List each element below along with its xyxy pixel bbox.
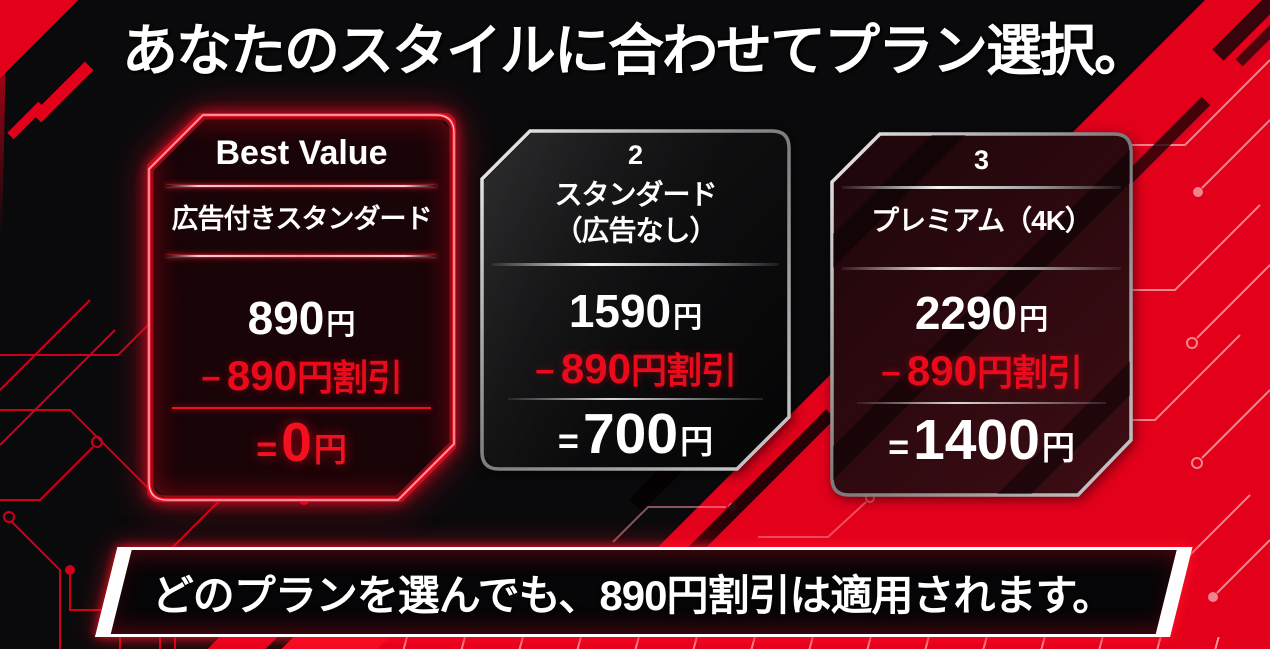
equals-sign: = bbox=[888, 426, 910, 467]
result-line: = 700 円 bbox=[558, 404, 713, 464]
base-price: 890 円 bbox=[248, 291, 356, 345]
result-amount: 1400 bbox=[913, 408, 1040, 472]
plan-name: 広告付きスタンダード bbox=[171, 204, 433, 234]
base-price-amount: 890 bbox=[247, 292, 325, 344]
result-amount: 0 bbox=[281, 411, 312, 473]
divider bbox=[857, 402, 1106, 404]
minus-sign: − bbox=[201, 360, 221, 398]
decorative-slash bbox=[281, 636, 391, 649]
discount-suffix: 円割引 bbox=[630, 350, 737, 391]
plan-card-premium[interactable]: 3 プレミアム（4K） 2290 円 −890 円割引 = 1400 円 bbox=[830, 132, 1133, 497]
equals-sign: = bbox=[256, 428, 278, 469]
base-price: 1590 円 bbox=[569, 284, 702, 338]
plan-name: スタンダード bbox=[554, 179, 717, 210]
plan-badge: 2 bbox=[627, 140, 644, 170]
plan-badge: 3 bbox=[973, 145, 990, 175]
result-line: = 1400 円 bbox=[888, 410, 1075, 470]
plan-name-line2: （広告なし） bbox=[554, 215, 717, 246]
discount-suffix: 円割引 bbox=[296, 357, 403, 398]
plan-card-best-value[interactable]: Best Value 広告付きスタンダード 890 円 −890 円割引 = 0 円 bbox=[147, 113, 456, 502]
minus-sign: − bbox=[881, 355, 901, 393]
bottom-hatch-strip bbox=[350, 637, 1270, 649]
footer-banner: どのプランを選んでも、890円割引は適用されます。 bbox=[95, 547, 1193, 637]
equals-sign: = bbox=[557, 420, 579, 461]
discount-amount: 890 bbox=[560, 345, 631, 392]
decorative-slash bbox=[0, 0, 7, 235]
discount-line: −890 円割引 bbox=[535, 342, 737, 392]
divider bbox=[171, 407, 432, 409]
discount-line: −890 円割引 bbox=[201, 349, 403, 399]
page-title: あなたのスタイルに合わせてプラン選択。 bbox=[122, 19, 1150, 82]
base-price: 2290 円 bbox=[915, 286, 1048, 340]
result-unit: 円 bbox=[680, 423, 714, 460]
base-price-unit: 円 bbox=[1019, 304, 1049, 336]
base-price-unit: 円 bbox=[326, 309, 356, 341]
result-unit: 円 bbox=[313, 431, 347, 468]
base-price-amount: 1590 bbox=[568, 285, 672, 337]
plan-badge: Best Value bbox=[215, 134, 388, 172]
base-price-unit: 円 bbox=[673, 302, 703, 334]
discount-suffix: 円割引 bbox=[976, 352, 1083, 393]
discount-amount: 890 bbox=[226, 352, 297, 399]
divider bbox=[165, 185, 438, 187]
plan-name: プレミアム（4K） bbox=[871, 205, 1093, 236]
decorative-slash bbox=[207, 636, 279, 649]
silver-card-frame bbox=[480, 129, 791, 471]
result-unit: 円 bbox=[1041, 429, 1075, 466]
divider bbox=[507, 398, 763, 400]
result-amount: 700 bbox=[582, 402, 679, 466]
base-price-amount: 2290 bbox=[914, 287, 1018, 339]
divider bbox=[842, 267, 1121, 270]
minus-sign: − bbox=[535, 353, 555, 391]
divider bbox=[842, 186, 1121, 189]
discount-amount: 890 bbox=[906, 347, 977, 394]
divider bbox=[492, 263, 779, 266]
result-line: = 0 円 bbox=[256, 413, 347, 471]
discount-line: −890 円割引 bbox=[881, 344, 1083, 394]
footer-message: どのプランを選んでも、890円割引は適用されます。 bbox=[151, 571, 1115, 619]
divider bbox=[165, 255, 438, 257]
plan-card-standard[interactable]: 2 スタンダード （広告なし） 1590 円 −890 円割引 = 700 円 bbox=[480, 129, 791, 471]
